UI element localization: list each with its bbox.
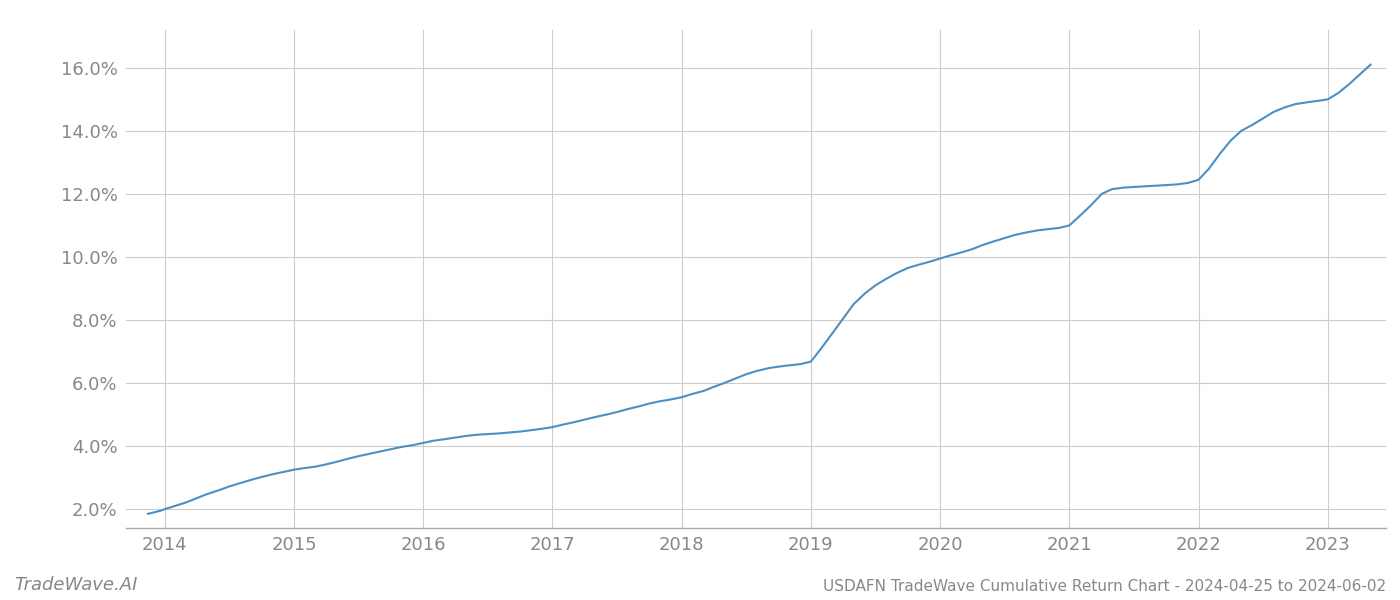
Text: TradeWave.AI: TradeWave.AI — [14, 576, 137, 594]
Text: USDAFN TradeWave Cumulative Return Chart - 2024-04-25 to 2024-06-02: USDAFN TradeWave Cumulative Return Chart… — [823, 579, 1386, 594]
